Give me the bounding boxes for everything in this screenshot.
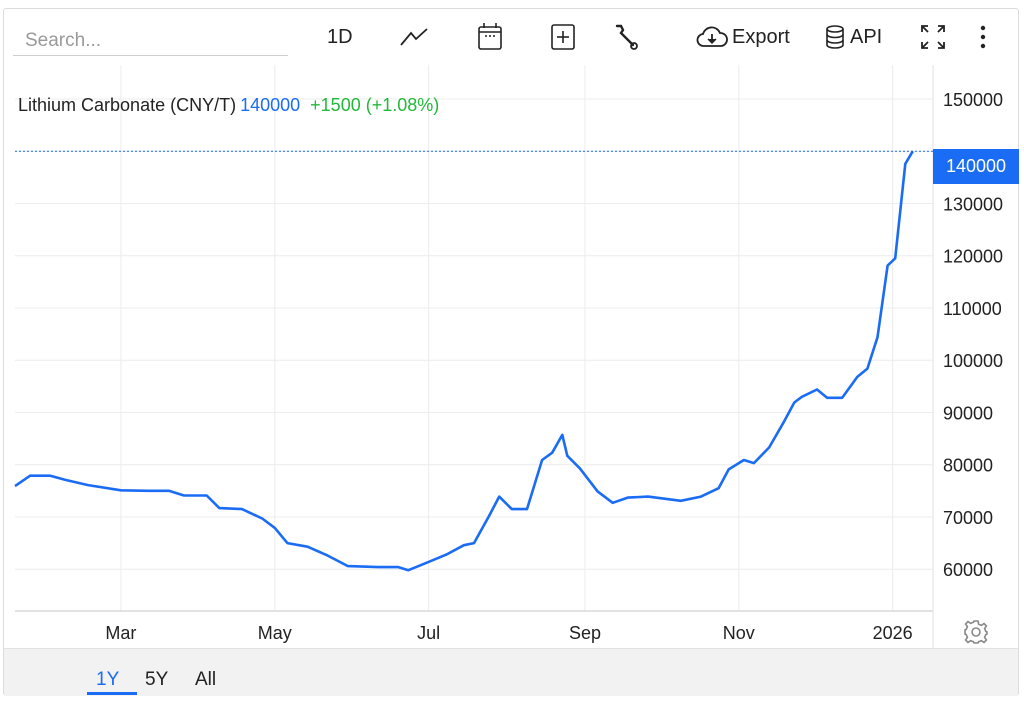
chart-type-button[interactable] [399,22,429,52]
export-button[interactable]: Export [696,22,790,52]
range-all-button[interactable]: All [195,669,217,690]
fullscreen-icon [921,25,945,49]
date-range-button[interactable] [477,22,503,52]
line-chart-icon [400,28,428,46]
y-tick-label: 90000 [943,403,993,423]
api-button[interactable]: API [824,22,882,52]
range-5y-button[interactable]: 5Y [145,669,169,690]
legend-name: Lithium Carbonate (CNY/T) [18,95,237,115]
x-tick-label: Nov [723,623,755,643]
cloud-download-icon [696,26,728,47]
api-label: API [850,25,883,48]
more-button[interactable] [977,22,989,52]
active-range-indicator [87,692,137,695]
x-tick-label: Jul [417,623,440,643]
price-series-line [14,150,914,572]
search-input[interactable] [13,26,288,56]
calendar-icon [478,23,502,50]
y-tick-label: 150000 [943,90,1003,110]
legend-change: +1500 (+1.08%) [310,95,440,115]
x-tick-label: Mar [105,623,136,643]
y-tick-label: 120000 [943,247,1003,267]
wrench-icon [615,24,638,50]
y-tick-label: 60000 [943,560,993,580]
export-label: Export [732,25,790,48]
interval-label: 1D [327,25,353,48]
interval-button[interactable]: 1D [327,22,353,52]
legend-value: 140000 [240,95,301,115]
database-icon [826,25,844,49]
y-tick-label: 100000 [943,351,1003,371]
x-tick-label: Sep [569,623,601,643]
gear-icon [964,620,988,644]
y-tick-label: 130000 [943,194,1003,214]
chart-settings-button[interactable] [963,619,989,650]
y-tick-label: 70000 [943,508,993,528]
range-selector-bar: 1Y 5Y All [4,648,1018,696]
fullscreen-button[interactable] [919,22,947,52]
plus-box-icon [551,24,575,50]
compare-button[interactable] [550,22,576,52]
range-1y-button[interactable]: 1Y [96,669,120,690]
chart-legend: Lithium Carbonate (CNY/T) 140000 +1500 (+1… [18,95,439,116]
x-tick-label: May [258,623,292,643]
y-tick-label: 80000 [943,456,993,476]
more-vertical-icon [980,25,986,49]
x-tick-label: 2026 [873,623,913,643]
current-value-label: 140000 [933,149,1019,184]
indicators-button[interactable] [613,22,639,52]
y-tick-label: 110000 [943,299,1002,319]
